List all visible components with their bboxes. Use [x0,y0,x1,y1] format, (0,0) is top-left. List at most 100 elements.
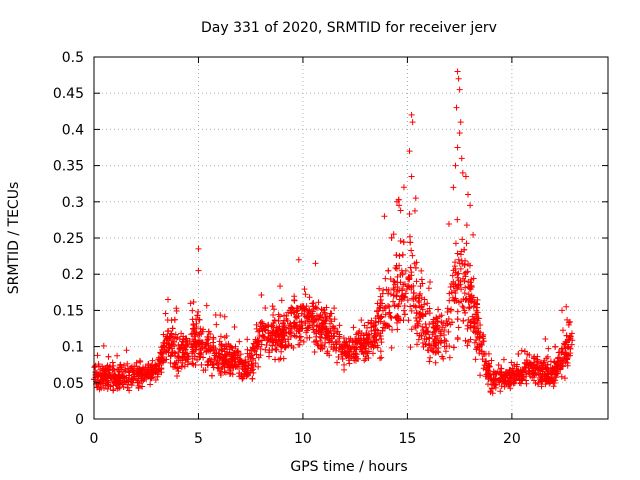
data-point [147,375,154,382]
data-point [455,324,462,331]
data-point [302,320,309,327]
data-point [399,287,406,294]
data-point [221,363,228,370]
data-point [418,276,425,283]
data-point [472,356,479,363]
data-point [363,340,370,347]
data-point [458,286,465,293]
data-point [488,385,495,392]
data-point [476,333,483,340]
data-point [454,336,461,343]
data-point [195,316,202,323]
data-point [162,310,169,317]
data-point [455,256,462,263]
data-point [444,320,451,327]
data-point [461,261,468,268]
data-point [249,352,256,359]
data-point [413,278,420,285]
data-point [488,376,495,383]
data-point [374,344,381,351]
data-point [211,355,218,362]
data-point [452,265,459,272]
data-point [182,357,189,364]
data-point [559,348,566,355]
data-point [218,342,225,349]
data-point [289,305,296,312]
data-point [410,302,417,309]
data-point [349,337,356,344]
data-point [485,350,492,357]
data-point [281,344,288,351]
data-point [563,339,570,346]
data-point [220,360,227,367]
data-point [244,353,251,360]
data-series-srmtid [91,68,576,397]
data-point [446,354,453,361]
data-point [500,371,507,378]
data-point [381,213,388,220]
data-point [477,372,484,379]
data-point [563,332,570,339]
data-point [184,337,191,344]
data-point [418,267,425,274]
data-point [336,322,343,329]
data-point [179,354,186,361]
data-point [288,304,295,311]
data-point [420,329,427,336]
data-point [279,326,286,333]
data-point [433,322,440,329]
data-point [123,374,130,381]
data-point [115,385,122,392]
data-point [426,310,433,317]
data-point [332,347,339,354]
data-point [195,308,202,315]
data-point [309,308,316,315]
data-point [445,328,452,335]
data-point [495,361,502,368]
data-point [167,359,174,366]
data-point [567,318,574,325]
data-point [265,330,272,337]
data-point [419,323,426,330]
data-point [521,348,528,355]
data-point [165,296,172,303]
data-point [100,342,107,349]
x-tick-label: 5 [194,431,203,447]
data-point [547,358,554,365]
data-point [168,341,175,348]
data-point [368,317,375,324]
data-point [95,361,102,368]
data-point [399,271,406,278]
data-point [205,328,212,335]
data-point [538,383,545,390]
data-point [467,279,474,286]
data-point [217,333,224,340]
data-point [194,356,201,363]
data-point [255,328,262,335]
data-point [493,370,500,377]
data-point [318,334,325,341]
data-point [94,352,101,359]
data-point [296,334,303,341]
data-point [492,381,499,388]
data-point [392,281,399,288]
data-point [471,339,478,346]
data-point [200,354,207,361]
data-point [450,283,457,290]
x-tick-label: 0 [90,431,99,447]
data-point [427,354,434,361]
data-point [402,290,409,297]
data-point [404,297,411,304]
data-point [550,383,557,390]
data-point [244,336,251,343]
data-point [385,286,392,293]
data-point [225,340,232,347]
data-point [417,290,424,297]
data-point [196,341,203,348]
data-point [317,343,324,350]
data-point [386,309,393,316]
data-point [280,324,287,331]
data-point [265,335,272,342]
data-point [272,339,279,346]
data-point [410,290,417,297]
